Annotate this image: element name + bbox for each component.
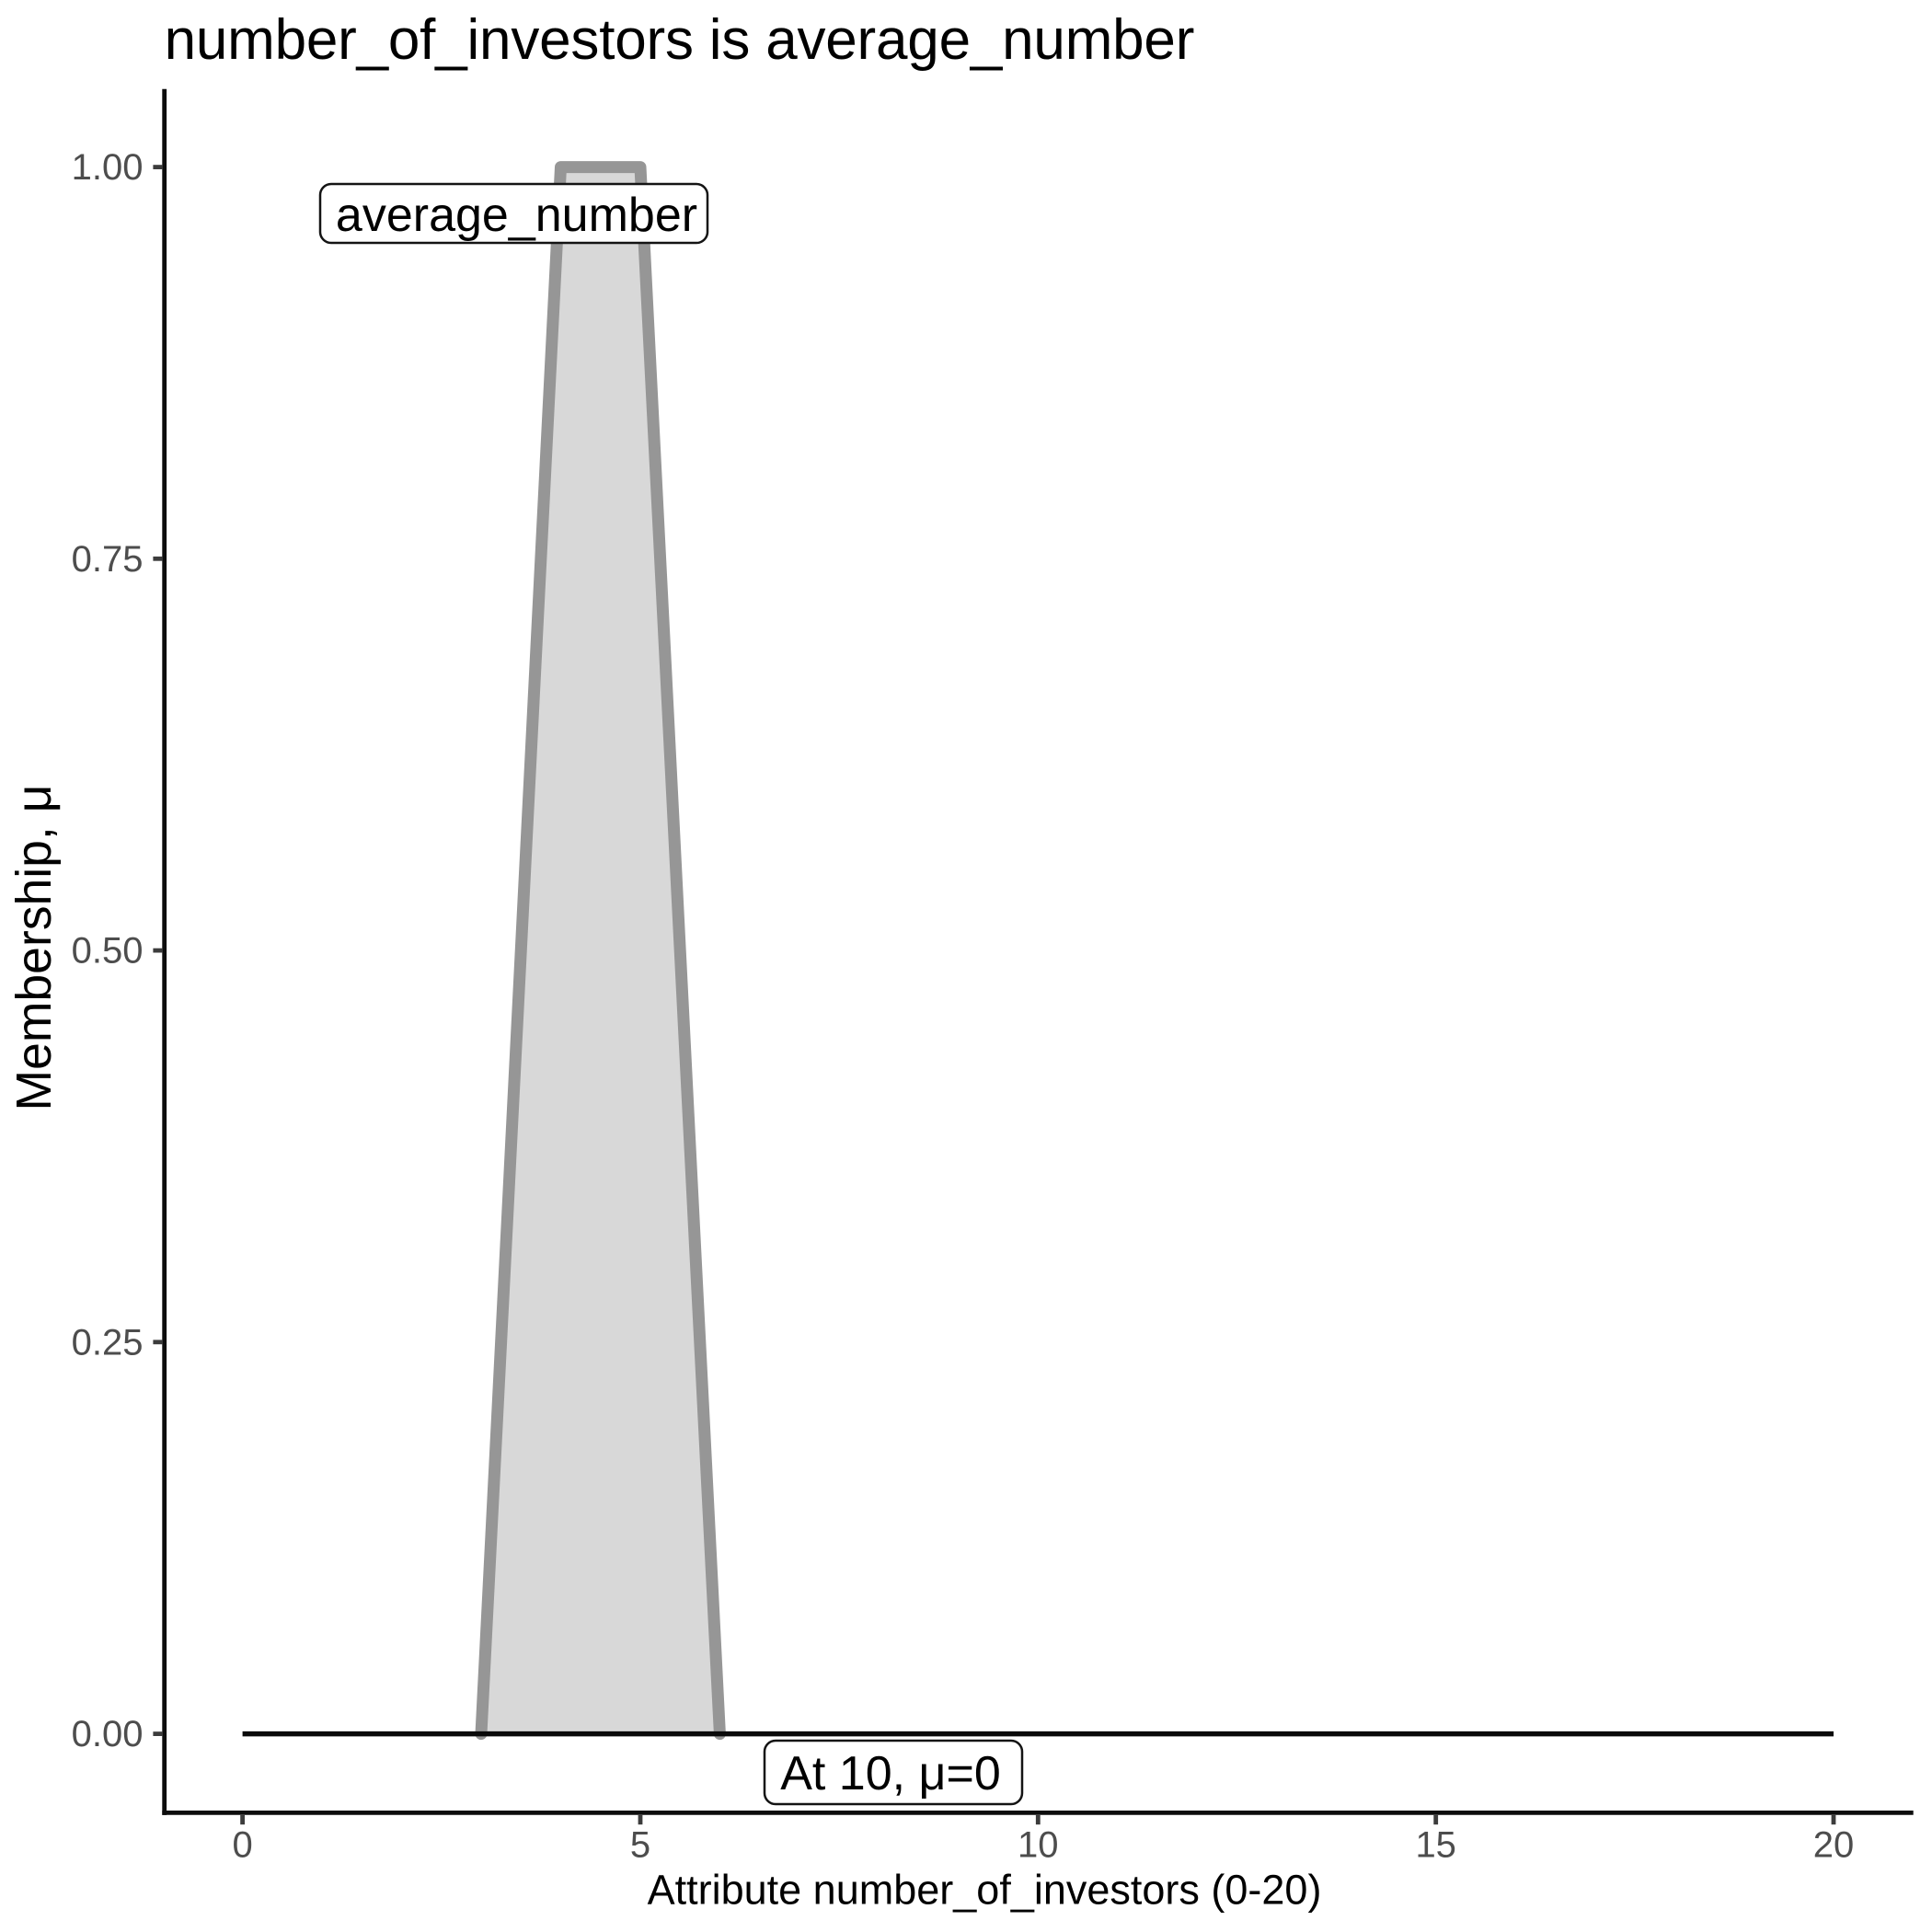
svg-text:number_of_investors is average: number_of_investors is average_number (165, 8, 1195, 72)
svg-text:1.00: 1.00 (72, 147, 144, 188)
svg-text:5: 5 (630, 1825, 650, 1866)
svg-text:0.50: 0.50 (72, 931, 144, 972)
svg-text:0.00: 0.00 (72, 1714, 144, 1754)
svg-text:20: 20 (1813, 1825, 1855, 1866)
svg-text:At 10, μ=0: At 10, μ=0 (780, 1747, 1001, 1800)
svg-text:average_number: average_number (336, 189, 697, 242)
svg-text:0: 0 (232, 1825, 252, 1866)
svg-text:0.75: 0.75 (72, 539, 144, 580)
svg-text:Attribute number_of_investors: Attribute number_of_investors (0-20) (648, 1867, 1322, 1914)
svg-text:10: 10 (1018, 1825, 1059, 1866)
svg-text:Membership, μ: Membership, μ (7, 785, 62, 1111)
svg-text:0.25: 0.25 (72, 1322, 144, 1363)
svg-text:15: 15 (1415, 1825, 1456, 1866)
